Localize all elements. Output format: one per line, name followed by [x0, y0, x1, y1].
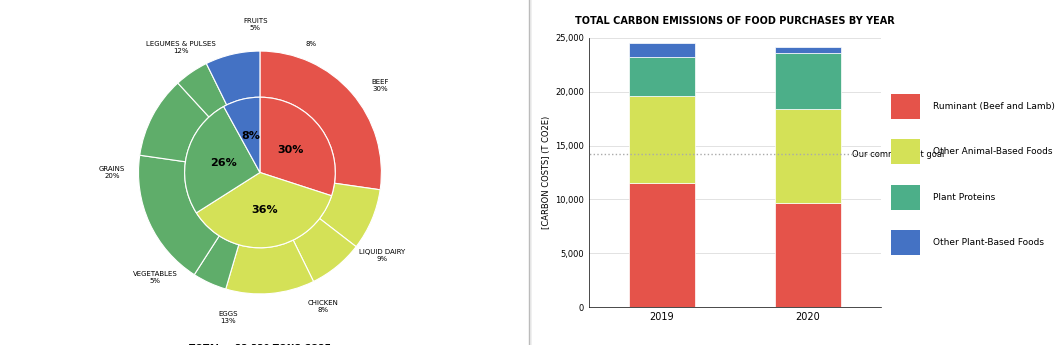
Wedge shape [319, 183, 380, 247]
Text: 36%: 36% [251, 205, 278, 215]
Wedge shape [178, 63, 227, 117]
Text: 8%: 8% [241, 131, 260, 141]
Text: TOTAL = 22,330 TONS CO2E: TOTAL = 22,330 TONS CO2E [189, 344, 331, 345]
Wedge shape [206, 51, 260, 105]
Bar [629, 183, 695, 307]
Wedge shape [226, 240, 314, 294]
Text: Ruminant (Beef and Lamb): Ruminant (Beef and Lamb) [933, 102, 1055, 111]
Text: VEGETABLES
5%: VEGETABLES 5% [133, 271, 177, 284]
Wedge shape [196, 172, 331, 248]
FancyBboxPatch shape [891, 230, 920, 255]
Wedge shape [260, 97, 335, 196]
Text: CHICKEN
8%: CHICKEN 8% [308, 300, 338, 313]
FancyBboxPatch shape [891, 185, 920, 210]
Text: Other Animal-Based Foods: Other Animal-Based Foods [933, 147, 1053, 156]
Wedge shape [139, 155, 220, 275]
Wedge shape [140, 83, 209, 162]
Wedge shape [194, 236, 239, 289]
Text: Our commitment goal: Our commitment goal [852, 150, 944, 159]
Text: Other Plant-Based Foods: Other Plant-Based Foods [933, 238, 1044, 247]
Bar [629, 43, 695, 57]
Title: TOTAL CARBON EMISSIONS OF FOOD PURCHASES BY YEAR: TOTAL CARBON EMISSIONS OF FOOD PURCHASES… [575, 16, 894, 26]
Bar [775, 47, 840, 53]
Wedge shape [224, 97, 260, 172]
Bar [775, 109, 840, 203]
Text: GRAINS
20%: GRAINS 20% [99, 166, 125, 179]
Wedge shape [185, 107, 260, 213]
Text: BEEF
30%: BEEF 30% [371, 79, 388, 92]
Bar [775, 53, 840, 109]
Text: 26%: 26% [210, 158, 237, 168]
Text: LEGUMES & PULSES
12%: LEGUMES & PULSES 12% [145, 41, 215, 54]
Bar [629, 96, 695, 183]
Text: 8%: 8% [306, 41, 316, 47]
Text: FRUITS
5%: FRUITS 5% [243, 18, 267, 31]
Bar [629, 57, 695, 96]
Text: LIQUID DAIRY
9%: LIQUID DAIRY 9% [360, 249, 405, 262]
Wedge shape [293, 218, 356, 282]
Text: Plant Proteins: Plant Proteins [933, 193, 995, 202]
FancyBboxPatch shape [891, 94, 920, 119]
Y-axis label: [CARBON COSTS] (T CO2E): [CARBON COSTS] (T CO2E) [542, 116, 551, 229]
Bar [775, 203, 840, 307]
Wedge shape [260, 51, 381, 190]
Text: EGGS
13%: EGGS 13% [218, 310, 238, 324]
Text: 30%: 30% [277, 145, 303, 155]
FancyBboxPatch shape [891, 139, 920, 164]
